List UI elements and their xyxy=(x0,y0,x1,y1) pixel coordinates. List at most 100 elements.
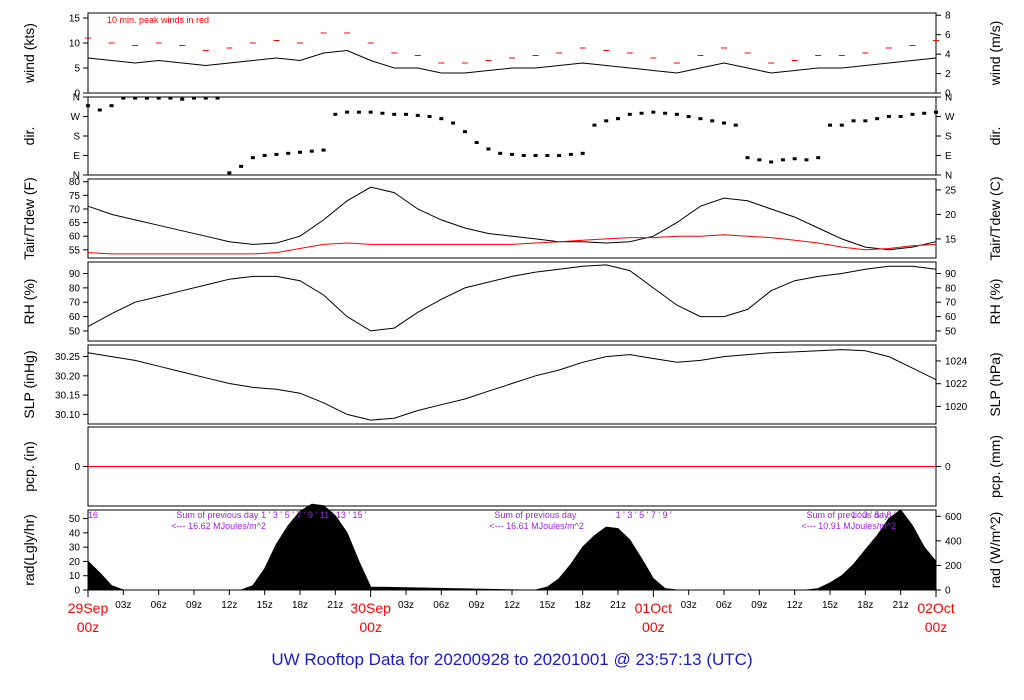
direction-point xyxy=(380,111,385,115)
ytick-label-left-rh: 60 xyxy=(69,312,81,323)
xtick-hour-label: 03z xyxy=(398,600,414,611)
ytick-label-right-slp: 1024 xyxy=(945,356,968,367)
ytick-label-left-rad: 10 xyxy=(69,571,81,582)
direction-point xyxy=(627,112,632,116)
ytick-label-left-temp: 75 xyxy=(69,191,81,202)
ytick-label-left-temp: 80 xyxy=(69,177,81,188)
panel-frame-rh xyxy=(87,261,937,342)
direction-point xyxy=(462,130,467,134)
ytick-label-left-slp: 30.20 xyxy=(55,371,80,382)
xtick-hour-label: 09z xyxy=(186,600,202,611)
ylabel-right-pcp: pcp. (mm) xyxy=(987,435,1003,498)
ytick-label-right-wind: 4 xyxy=(945,50,951,61)
direction-point xyxy=(568,152,573,156)
panel-frame-slp xyxy=(87,344,937,425)
rad-hour-annotation: 1 ' 3 ' 5 ' 7 ' 9 ' 11 ' 13 ' 15 ' xyxy=(261,510,367,520)
ylabel-right-temp: Tair/Tdew (C) xyxy=(987,176,1003,260)
ytick-label-right-wind: 2 xyxy=(945,69,951,80)
xtick-hour-label: 06z xyxy=(433,600,449,611)
ylabel-right-rad: rad (W/m^2) xyxy=(987,512,1003,589)
direction-point xyxy=(415,113,420,117)
direction-point xyxy=(180,97,185,101)
ytick-label-right-wind: 0 xyxy=(945,89,951,100)
panel-frame-wind xyxy=(87,12,937,94)
ytick-label-left-slp: 30.10 xyxy=(55,410,80,421)
ytick-label-left-temp: 60 xyxy=(69,232,81,243)
direction-point xyxy=(250,156,255,160)
direction-point xyxy=(780,158,785,162)
rad-sum-value: <--- 16.62 MJoules/m^2 xyxy=(171,521,266,531)
direction-point xyxy=(934,110,938,114)
ytick-label-right-rad: 400 xyxy=(945,536,962,547)
ytick-label-right-rad: 600 xyxy=(945,512,962,523)
ytick-label-right-rh: 50 xyxy=(945,326,957,337)
ylabel-left-rh: RH (%) xyxy=(21,279,37,325)
xtick-date-time: 00z xyxy=(642,619,665,635)
ytick-label-right-rh: 80 xyxy=(945,283,957,294)
direction-point xyxy=(875,117,880,121)
direction-point xyxy=(545,154,550,157)
ytick-label-right-rad: 0 xyxy=(945,586,951,597)
direction-point xyxy=(898,115,903,118)
ytick-label-right-temp: 20 xyxy=(945,210,957,221)
rad-sum-label: Sum of previous day xyxy=(176,510,259,520)
ytick-label-left-rh: 90 xyxy=(69,269,81,280)
ytick-label-left-rad: 30 xyxy=(69,543,81,554)
rad-hour-annotation: 1 ' 3 ' 5 ' 7 ' 9 ' xyxy=(616,510,672,520)
series-line-speed xyxy=(87,49,937,74)
xtick-hour-label: 21z xyxy=(893,600,909,611)
rad-sum-label: Sum of previous day xyxy=(494,510,577,520)
xtick-date-label: 02Oct xyxy=(917,600,954,616)
direction-point xyxy=(722,121,726,125)
direction-point xyxy=(156,96,161,100)
direction-point xyxy=(133,96,138,100)
ytick-label-right-dir: W xyxy=(945,112,955,123)
ytick-label-left-wind: 15 xyxy=(69,14,81,25)
direction-point xyxy=(816,156,821,160)
ytick-label-right-dir: S xyxy=(945,132,952,143)
series-line-slp xyxy=(87,349,937,421)
ytick-label-left-rh: 70 xyxy=(69,298,81,309)
ytick-label-right-dir: N xyxy=(945,93,952,104)
direction-point xyxy=(698,117,703,121)
direction-point xyxy=(498,151,503,155)
xtick-hour-label: 15z xyxy=(822,600,838,611)
ytick-label-left-slp: 30.15 xyxy=(55,391,80,402)
direction-point xyxy=(474,141,479,144)
direction-point xyxy=(910,112,915,116)
direction-point xyxy=(404,112,408,116)
ytick-label-right-temp: 15 xyxy=(945,234,957,245)
xtick-date-time: 00z xyxy=(925,619,948,635)
direction-point xyxy=(262,154,267,157)
ytick-label-right-rh: 70 xyxy=(945,298,957,309)
ytick-label-left-wind: 10 xyxy=(69,39,81,50)
ylabel-left-dir: dir. xyxy=(21,127,37,146)
xtick-date-label: 29Sep xyxy=(68,600,109,616)
xtick-date-time: 00z xyxy=(359,619,382,635)
ytick-label-left-rh: 50 xyxy=(69,326,81,337)
ytick-label-left-rad: 0 xyxy=(74,586,80,597)
ytick-label-left-rad: 50 xyxy=(69,514,81,525)
ytick-label-right-dir: E xyxy=(945,151,952,162)
direction-point xyxy=(922,111,927,115)
direction-point xyxy=(674,112,679,116)
wind-annotation: 10 min. peak winds in red xyxy=(107,15,209,25)
series-area-rad xyxy=(87,503,937,591)
rad-hour-annotation: 16 xyxy=(88,510,98,520)
direction-point xyxy=(510,152,514,156)
direction-point xyxy=(274,152,279,156)
direction-point xyxy=(639,111,644,115)
ytick-label-right-dir: N xyxy=(945,171,952,182)
direction-point xyxy=(309,149,314,153)
xtick-hour-label: 12z xyxy=(221,600,237,611)
ylabel-right-rh: RH (%) xyxy=(987,279,1003,325)
series-line-tair xyxy=(87,186,937,251)
ytick-label-left-temp: 65 xyxy=(69,218,81,229)
direction-point xyxy=(604,119,609,123)
direction-point xyxy=(144,96,149,100)
xtick-date-label: 30Sep xyxy=(350,600,391,616)
direction-point xyxy=(533,154,538,157)
ytick-label-right-temp: 25 xyxy=(945,185,957,196)
xtick-date-label: 01Oct xyxy=(635,600,672,616)
ylabel-left-slp: SLP (inHg) xyxy=(21,350,37,418)
